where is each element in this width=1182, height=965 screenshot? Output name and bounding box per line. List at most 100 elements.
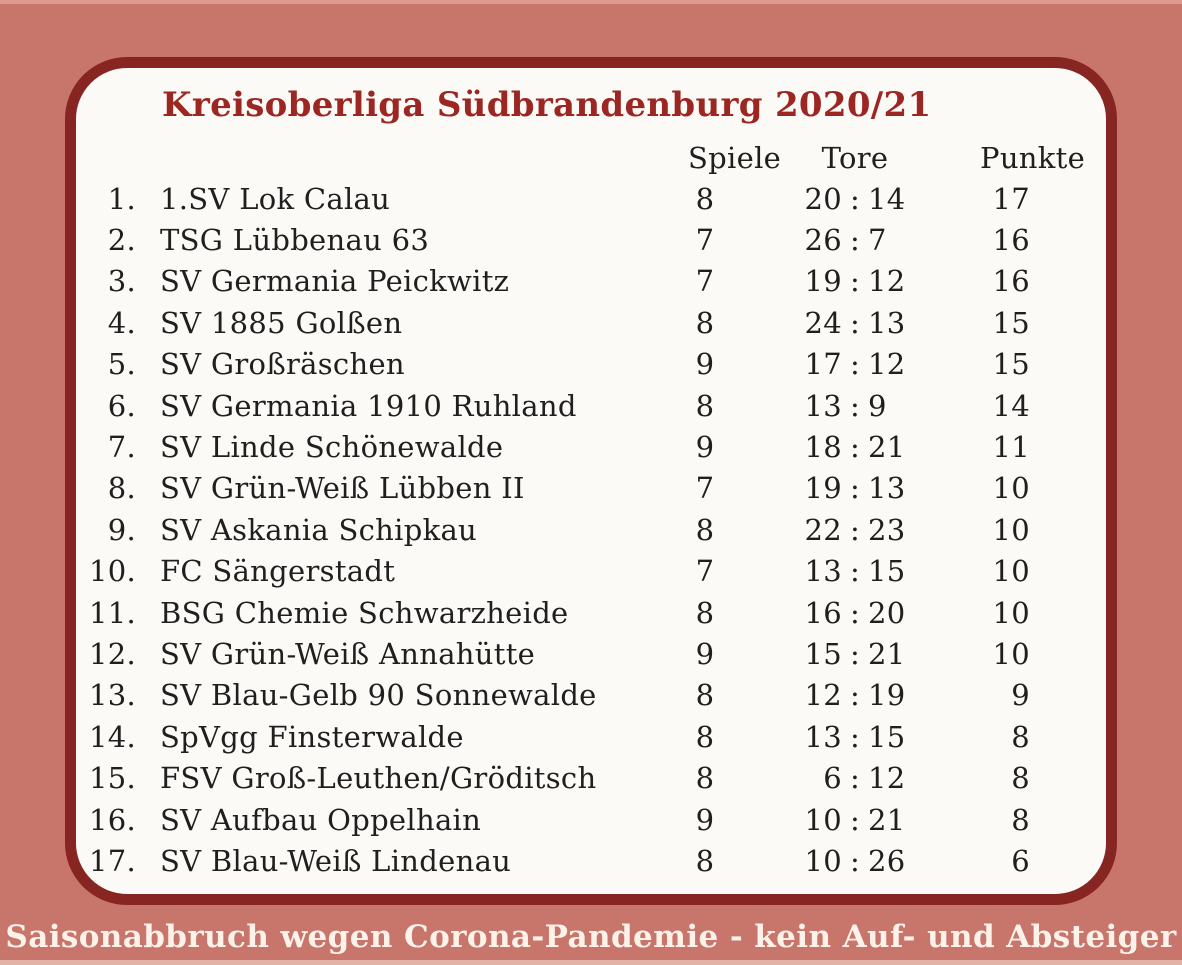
goals-against: 20 <box>868 595 906 630</box>
points-cell: 10 <box>992 595 1030 630</box>
points-cell: 10 <box>992 554 1030 589</box>
games-played-cell: 8 <box>695 305 715 340</box>
goals-cell: 18 : 21 <box>795 430 915 464</box>
team-name-cell: FC Sängerstadt <box>160 554 396 589</box>
points-cell: 16 <box>992 223 1030 258</box>
column-header-spiele: Spiele <box>688 141 782 175</box>
goals-against: 13 <box>868 305 906 340</box>
games-played-cell: 9 <box>695 347 715 382</box>
rank-cell: 3. <box>107 264 136 299</box>
goals-cell: 26 : 7 <box>795 223 915 257</box>
goals-cell: 17 : 12 <box>795 347 915 381</box>
goals-for: 24 <box>804 305 842 340</box>
goals-cell: 13 : 15 <box>795 554 915 588</box>
goals-against: 21 <box>868 636 906 671</box>
goals-for: 26 <box>804 223 842 258</box>
goals-for: 13 <box>804 719 842 754</box>
table-row: 7. SV Linde Schönewalde 9 18 : 21 11 <box>76 426 1106 467</box>
points-cell: 15 <box>992 305 1030 340</box>
rank-cell: 2. <box>107 223 136 258</box>
points-cell: 14 <box>992 388 1030 423</box>
goals-cell: 24 : 13 <box>795 306 915 340</box>
games-played-cell: 7 <box>695 471 715 506</box>
goals-cell: 6 : 12 <box>795 761 915 795</box>
goals-separator: : <box>849 471 861 506</box>
goals-against: 21 <box>868 802 906 837</box>
team-name-cell: SV Blau-Weiß Lindenau <box>160 843 512 878</box>
rank-cell: 13. <box>88 678 136 713</box>
team-name-cell: SV Germania 1910 Ruhland <box>160 388 577 423</box>
standings-table: Spiele Tore Punkte 1. 1.SV Lok Calau 8 2… <box>76 138 1106 882</box>
goals-for: 6 <box>823 761 842 796</box>
goals-for: 10 <box>804 843 842 878</box>
table-row: 13. SV Blau-Gelb 90 Sonnewalde 8 12 : 19… <box>76 675 1106 716</box>
goals-separator: : <box>849 430 861 465</box>
points-cell: 10 <box>992 512 1030 547</box>
points-cell: 6 <box>1011 843 1030 878</box>
table-row: 9. SV Askania Schipkau 8 22 : 23 10 <box>76 509 1106 550</box>
rank-cell: 10. <box>88 554 136 589</box>
games-played-cell: 8 <box>695 843 715 878</box>
team-name-cell: SV 1885 Golßen <box>160 305 403 340</box>
goals-separator: : <box>849 554 861 589</box>
goals-separator: : <box>849 595 861 630</box>
goals-against: 26 <box>868 843 906 878</box>
goals-against: 7 <box>868 223 887 258</box>
points-cell: 8 <box>1011 802 1030 837</box>
points-cell: 8 <box>1011 719 1030 754</box>
games-played-cell: 9 <box>695 802 715 837</box>
rank-cell: 12. <box>88 636 136 671</box>
team-name-cell: SV Blau-Gelb 90 Sonnewalde <box>160 678 597 713</box>
goals-cell: 16 : 20 <box>795 596 915 630</box>
games-played-cell: 9 <box>695 636 715 671</box>
goals-separator: : <box>849 223 861 258</box>
games-played-cell: 8 <box>695 678 715 713</box>
column-header-tore: Tore <box>821 141 889 175</box>
goals-separator: : <box>849 305 861 340</box>
games-played-cell: 7 <box>695 554 715 589</box>
goals-separator: : <box>849 388 861 423</box>
goals-separator: : <box>849 636 861 671</box>
points-cell: 10 <box>992 636 1030 671</box>
goals-cell: 19 : 13 <box>795 471 915 505</box>
goals-for: 17 <box>804 347 842 382</box>
goals-for: 18 <box>804 430 842 465</box>
goals-for: 10 <box>804 802 842 837</box>
goals-against: 12 <box>868 347 906 382</box>
goals-for: 13 <box>804 554 842 589</box>
games-played-cell: 8 <box>695 761 715 796</box>
rank-cell: 1. <box>107 181 136 216</box>
footer-note: Saisonabbruch wegen Corona-Pandemie - ke… <box>5 919 1177 955</box>
rank-cell: 4. <box>107 305 136 340</box>
goals-cell: 10 : 21 <box>795 803 915 837</box>
page-title: Kreisoberliga Südbrandenburg 2020/21 <box>162 85 932 125</box>
table-row: 8. SV Grün-Weiß Lübben II 7 19 : 13 10 <box>76 468 1106 509</box>
standings-table-body: 1. 1.SV Lok Calau 8 20 : 14 17 2. TSG Lü… <box>76 178 1106 882</box>
rank-cell: 7. <box>107 430 136 465</box>
table-row: 17. SV Blau-Weiß Lindenau 8 10 : 26 6 <box>76 840 1106 881</box>
team-name-cell: SV Grün-Weiß Lübben II <box>160 471 525 506</box>
table-row: 10. FC Sängerstadt 7 13 : 15 10 <box>76 551 1106 592</box>
goals-against: 15 <box>868 719 906 754</box>
table-row: 5. SV Großräschen 9 17 : 12 15 <box>76 344 1106 385</box>
games-played-cell: 8 <box>695 512 715 547</box>
team-name-cell: SV Grün-Weiß Annahütte <box>160 636 536 671</box>
team-name-cell: 1.SV Lok Calau <box>160 181 391 216</box>
rank-cell: 5. <box>107 347 136 382</box>
points-cell: 11 <box>992 430 1030 465</box>
team-name-cell: SV Germania Peickwitz <box>160 264 510 299</box>
table-row: 14. SpVgg Finsterwalde 8 13 : 15 8 <box>76 716 1106 757</box>
bottom-edge-strip <box>0 960 1182 965</box>
rank-cell: 14. <box>88 719 136 754</box>
goals-separator: : <box>849 512 861 547</box>
table-row: 1. 1.SV Lok Calau 8 20 : 14 17 <box>76 178 1106 219</box>
table-row: 3. SV Germania Peickwitz 7 19 : 12 16 <box>76 261 1106 302</box>
table-row: 6. SV Germania 1910 Ruhland 8 13 : 9 14 <box>76 385 1106 426</box>
team-name-cell: TSG Lübbenau 63 <box>160 223 430 258</box>
team-name-cell: SV Linde Schönewalde <box>160 430 504 465</box>
games-played-cell: 8 <box>695 719 715 754</box>
goals-cell: 19 : 12 <box>795 264 915 298</box>
goals-separator: : <box>849 719 861 754</box>
goals-for: 15 <box>804 636 842 671</box>
